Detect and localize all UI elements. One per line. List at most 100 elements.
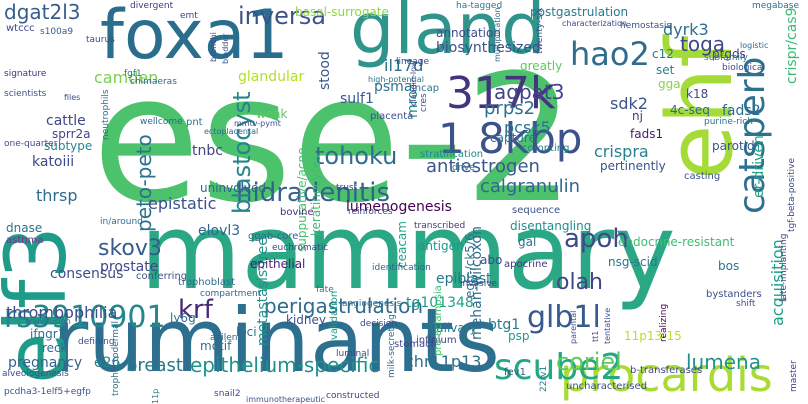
word-fgf1: fgf1 bbox=[124, 69, 142, 79]
word-k18: k18 bbox=[686, 87, 709, 101]
word-lineage: lineage bbox=[396, 57, 430, 67]
word-luminal: luminal bbox=[336, 349, 370, 359]
word-bos: bos bbox=[718, 259, 740, 273]
word-milk-secreting: milk-secreting bbox=[387, 314, 397, 378]
word-cres: cres bbox=[419, 93, 429, 112]
word-constructed: constructed bbox=[326, 391, 380, 401]
word-crispra: crispra bbox=[594, 142, 649, 161]
word-epiblast: epiblast bbox=[436, 271, 492, 287]
word-snail2: snail2 bbox=[214, 389, 241, 399]
word-22rv1: 22rv1 bbox=[539, 365, 549, 392]
word-motif: motif bbox=[200, 339, 232, 353]
word-chr11p13: chr11p13 bbox=[405, 352, 482, 371]
word-epithelial: epithelial bbox=[250, 257, 306, 271]
word-mammary: mammary bbox=[140, 191, 676, 313]
word-in-around: in/around bbox=[100, 217, 143, 227]
word-epistatic: epistatic bbox=[148, 194, 217, 213]
word-ly6g: ly6g bbox=[170, 311, 196, 325]
word-rs3910901: rs3910901 bbox=[4, 300, 166, 335]
word-asthma: asthma bbox=[6, 235, 44, 246]
word-gland: gland bbox=[350, 0, 546, 70]
word-foxa1: foxa1 bbox=[100, 0, 289, 75]
word-trophoblast: trophoblast bbox=[178, 277, 236, 288]
word-ptgds: ptgds bbox=[712, 47, 746, 61]
word-il17d: il17d bbox=[384, 56, 424, 75]
word-blastocyst: blastocyst bbox=[228, 91, 256, 214]
word-uncharacterised: uncharacterised bbox=[566, 381, 648, 392]
word-s100a9: s100a9 bbox=[40, 27, 74, 37]
word-placenta: placenta bbox=[370, 111, 414, 122]
word-master: master bbox=[789, 360, 799, 392]
word-camden: camden bbox=[94, 68, 159, 87]
word-trust: trust bbox=[336, 183, 358, 193]
word-taurus: taurus bbox=[86, 35, 115, 45]
word-pre-eclampsia: pre-eclampsia bbox=[433, 285, 444, 356]
word-hao2: hao2 bbox=[570, 35, 650, 73]
word-basal-surrogate: basal-surrogate bbox=[295, 5, 389, 19]
word-tnbc: tnbc bbox=[192, 143, 223, 159]
word-disentangling: disentangling bbox=[510, 219, 592, 233]
word-loci: loci bbox=[236, 325, 257, 339]
word-biosynthesized: biosynthesized bbox=[436, 40, 541, 56]
word-11p13-15: 11p13-15 bbox=[624, 329, 682, 343]
word-one-quarter: one-quarter bbox=[4, 139, 58, 149]
word-scientists: scientists bbox=[4, 89, 47, 99]
word-signature: signature bbox=[4, 69, 47, 79]
word-ese-2: ese-2 bbox=[92, 37, 576, 242]
word-pcsk5: pcsk5 bbox=[504, 118, 551, 137]
word-greatly: greatly bbox=[520, 59, 563, 73]
word-sprr2a: sprr2a bbox=[52, 127, 91, 141]
word-weak: weak bbox=[256, 107, 288, 121]
word-trophectodermal: trophectodermal bbox=[111, 320, 121, 396]
word-fads1: fads1 bbox=[630, 127, 664, 141]
word-breast: breast bbox=[126, 355, 183, 376]
word-biological: biological bbox=[722, 63, 765, 73]
word-subtype: subtype bbox=[44, 139, 93, 153]
word-high-potential: high-potential bbox=[368, 75, 424, 84]
word-ceacam: ceacam bbox=[395, 221, 409, 268]
word-salivary: salivary bbox=[430, 321, 477, 335]
word-agpat3: agpat3 bbox=[494, 80, 565, 104]
word-transfusion: transfusion bbox=[26, 317, 71, 326]
word-fads2: fads2 bbox=[722, 103, 761, 119]
word-katoiii: katoiii bbox=[32, 154, 75, 170]
word-identification: identification bbox=[372, 263, 431, 273]
word-tgf-beta-positive: tgf-beta-positive bbox=[787, 157, 797, 232]
word-prps2: prps2 bbox=[484, 98, 536, 119]
word-dyrk3: dyrk3 bbox=[663, 20, 709, 39]
word-krf: krf bbox=[178, 295, 213, 325]
word-megabase: megabase bbox=[752, 1, 799, 11]
word-epithelium-specific: epithelium-specific bbox=[190, 353, 380, 377]
word-subfamily: subfamily bbox=[704, 53, 748, 63]
word-logistic: logistic bbox=[740, 41, 769, 50]
word-abo: abo bbox=[480, 253, 503, 267]
word-nsg-scid: nsg-scid bbox=[608, 255, 658, 269]
word-bronchi: bronchi bbox=[209, 32, 218, 62]
word-characterization: characterization bbox=[562, 19, 627, 28]
word-pcdha3-1elf5-egfp: pcdha3-1elf5+egfp bbox=[4, 387, 91, 397]
word-sulf1: sulf1 bbox=[340, 91, 374, 107]
word-pnt: pnt bbox=[186, 117, 203, 128]
word-apocrine: apocrine bbox=[504, 259, 548, 270]
word-olah: olah bbox=[556, 270, 603, 295]
word-4c-seq: 4c-seq bbox=[670, 103, 710, 117]
word-invasive: invasive bbox=[460, 279, 498, 289]
word-inversa: inversa bbox=[238, 2, 326, 30]
word-claudin-low: claudin-low bbox=[409, 60, 418, 106]
word-bystanders: bystanders bbox=[706, 289, 762, 300]
word-neutrophils: neutrophils bbox=[101, 89, 111, 140]
word-alveologenesis: alveologenesis bbox=[2, 369, 69, 379]
word-hemostasis: hemostasis bbox=[620, 21, 672, 31]
word-files: files bbox=[64, 93, 81, 102]
word-pertinently: pertinently bbox=[600, 159, 666, 173]
word-lumenogenesis: lumenogenesis bbox=[346, 199, 452, 215]
word-conferring: conferring bbox=[136, 271, 188, 282]
word-twenty-six: twenty-six bbox=[535, 7, 545, 54]
word-keratinocytes: keratinocytes bbox=[309, 154, 323, 236]
word-1-8kbp: 1 8kbp bbox=[438, 114, 583, 163]
word-bovine: bovine bbox=[280, 207, 314, 218]
word-scube2: scube2 bbox=[494, 347, 624, 388]
word-apoh: apoh bbox=[564, 224, 629, 254]
word-b-transferases: b-transferases bbox=[630, 365, 703, 376]
